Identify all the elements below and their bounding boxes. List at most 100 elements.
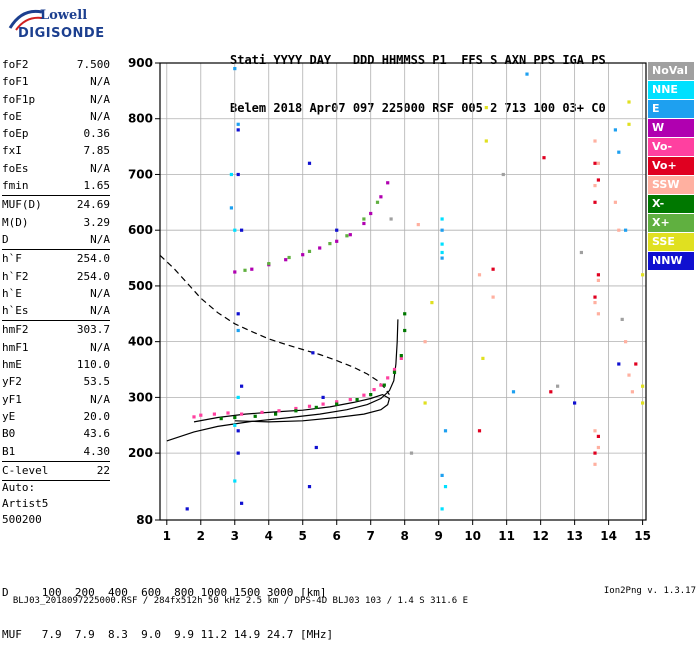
echo-point xyxy=(335,400,339,404)
polarization-legend: NoVal NNE E W Vo- Vo+ SSW X- X+ SSE NNW xyxy=(648,62,694,271)
param-row: fmin 1.65 xyxy=(2,177,110,194)
param-separator xyxy=(2,195,110,197)
echo-point xyxy=(192,415,196,419)
echo-point xyxy=(440,242,444,246)
plot-frame xyxy=(159,62,647,521)
echo-point xyxy=(593,451,597,455)
echo-point xyxy=(630,390,634,394)
echo-point xyxy=(369,393,373,397)
echo-point xyxy=(348,398,352,402)
echo-point xyxy=(392,370,397,374)
echo-point xyxy=(348,233,352,237)
echo-point xyxy=(287,255,291,260)
param-value: N/A xyxy=(90,392,110,406)
x-tick-label: 8 xyxy=(401,529,409,543)
logo-arc-icon xyxy=(8,9,43,31)
echo-point xyxy=(440,256,444,260)
param-label: foE xyxy=(2,109,22,123)
param-separator xyxy=(2,460,110,462)
param-value: 7.500 xyxy=(76,58,110,71)
echo-point xyxy=(236,395,240,399)
echo-point xyxy=(613,128,617,132)
param-row: M(D) 3.29 xyxy=(2,214,110,231)
echo-point xyxy=(379,383,383,387)
param-value: 1.65 xyxy=(83,179,111,193)
echo-point xyxy=(525,72,529,76)
x-tick-label: 2 xyxy=(197,529,205,543)
scaled-parameters-panel: foF2 7.500 foF1 N/A foF1p N/A foE N/A foEp 0.36 fx… xyxy=(2,56,111,482)
echo-point xyxy=(233,67,237,71)
echo-point xyxy=(440,217,444,221)
echo-point xyxy=(641,384,645,388)
footer-version: Ion2Png v. 1.3.17 xyxy=(603,586,696,596)
legend-entry: SSE xyxy=(648,232,694,252)
param-value: N/A xyxy=(90,232,110,246)
echo-point xyxy=(392,367,397,372)
echo-point xyxy=(596,278,600,282)
echo-point xyxy=(624,228,628,232)
echo-point xyxy=(573,401,577,405)
echo-point xyxy=(318,246,322,250)
echo-point xyxy=(593,301,597,305)
param-value: N/A xyxy=(90,92,110,106)
legend-entry: W xyxy=(648,118,694,138)
echo-point xyxy=(416,223,420,227)
echo-point xyxy=(491,267,495,271)
echo-point xyxy=(379,195,383,199)
echo-point xyxy=(375,200,380,204)
param-label: foF1p xyxy=(2,92,36,106)
echo-point xyxy=(307,404,312,408)
x-tick-label: 9 xyxy=(435,529,443,543)
param-value: N/A xyxy=(90,304,110,318)
echo-point xyxy=(274,412,278,416)
param-row: D N/A xyxy=(2,231,110,248)
param-value: 22 xyxy=(96,463,110,477)
echo-point xyxy=(250,267,254,271)
echo-point xyxy=(314,445,318,450)
y-tick-label: 800 xyxy=(128,112,153,126)
param-separator xyxy=(2,480,110,482)
param-value: 110.0 xyxy=(76,358,110,372)
echo-point xyxy=(409,451,414,455)
echo-point xyxy=(440,507,444,511)
param-label: yF2 xyxy=(2,375,22,389)
echo-point xyxy=(624,340,628,344)
echo-point xyxy=(240,228,244,232)
param-row: fxI 7.85 xyxy=(2,142,110,159)
x-tick-label: 13 xyxy=(566,529,583,543)
param-value: N/A xyxy=(90,340,110,354)
x-tick-label: 6 xyxy=(333,529,341,543)
param-value: 20.0 xyxy=(83,409,111,423)
echo-point xyxy=(596,312,600,316)
echo-point xyxy=(403,312,407,316)
echo-point xyxy=(212,412,216,416)
echo-point xyxy=(236,429,240,433)
echo-point xyxy=(423,401,427,405)
legend-entry: SSW xyxy=(648,175,694,195)
echo-point xyxy=(477,273,482,277)
echo-point xyxy=(236,172,240,177)
echo-point xyxy=(617,228,621,232)
y-tick-label: 400 xyxy=(128,335,153,349)
x-tick-label: 3 xyxy=(231,529,239,543)
echo-point xyxy=(491,295,495,299)
echo-point xyxy=(307,249,312,253)
echo-point xyxy=(386,376,390,380)
param-value: N/A xyxy=(90,109,110,123)
echo-point xyxy=(233,270,237,274)
echo-point xyxy=(229,172,233,177)
param-row: foF2 7.500 xyxy=(2,56,110,73)
param-value: 254.0 xyxy=(76,269,110,283)
param-label: C-level xyxy=(2,463,49,477)
echo-point xyxy=(345,234,349,238)
echo-point xyxy=(617,150,621,154)
x-tick-label: 10 xyxy=(464,529,481,543)
echo-point xyxy=(477,429,482,433)
echo-point xyxy=(233,228,237,232)
x-tick-label: 5 xyxy=(299,529,307,543)
echo-point xyxy=(240,412,244,416)
echo-point xyxy=(641,401,645,405)
x-tick-label: 4 xyxy=(265,529,273,543)
echo-point xyxy=(335,402,339,406)
echo-point xyxy=(294,409,298,413)
